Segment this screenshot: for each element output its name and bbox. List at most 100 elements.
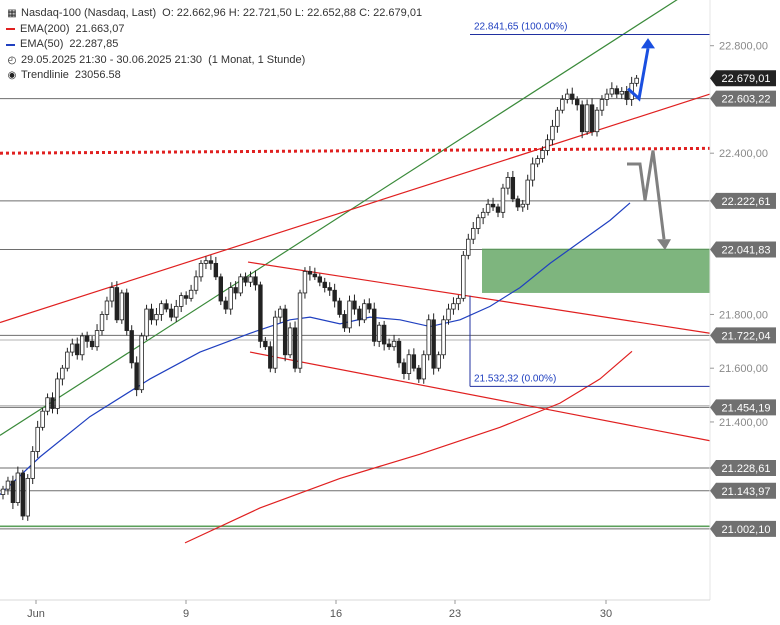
legend-ema50-row: EMA(50) 22.287,85 bbox=[6, 37, 422, 53]
candle-body bbox=[312, 273, 318, 278]
candle-body bbox=[134, 362, 139, 391]
legend-period: (1 Monat, 1 Stunde) bbox=[208, 53, 306, 66]
candle-body bbox=[624, 90, 629, 100]
candle-body bbox=[119, 292, 124, 321]
candle-body bbox=[258, 284, 263, 342]
candle-body bbox=[396, 340, 402, 364]
candle-body bbox=[228, 287, 233, 310]
candle-body bbox=[144, 308, 149, 337]
candle-body bbox=[287, 327, 293, 356]
candle-body bbox=[376, 324, 382, 342]
candle-body bbox=[540, 150, 545, 159]
candle-body bbox=[475, 217, 481, 229]
candle-body bbox=[213, 262, 219, 278]
candle-body bbox=[20, 472, 25, 517]
candle-body bbox=[80, 335, 85, 356]
candle-body bbox=[441, 319, 446, 356]
candle-body bbox=[604, 93, 610, 100]
candle-body bbox=[485, 203, 491, 213]
arrow-down-icon bbox=[627, 150, 666, 240]
candle-body bbox=[550, 125, 555, 141]
current-price-text: 22.679,01 bbox=[722, 73, 771, 85]
candle-body bbox=[223, 300, 228, 310]
horizontal-levels bbox=[0, 98, 710, 530]
y-tick-label: 21.400,00 bbox=[719, 417, 768, 429]
candle-body bbox=[273, 316, 278, 369]
candle-body bbox=[372, 308, 377, 342]
y-tick-label: 22.400,00 bbox=[719, 148, 768, 160]
candle-body bbox=[446, 308, 451, 321]
candle-body bbox=[5, 480, 11, 490]
candle-body bbox=[50, 397, 55, 409]
candle-body bbox=[352, 300, 357, 310]
level-price-tag bbox=[710, 327, 776, 344]
x-tick-label: 23 bbox=[449, 608, 461, 620]
candle-body bbox=[594, 109, 600, 133]
ema50-label: EMA(50) bbox=[20, 38, 64, 50]
candle-body bbox=[480, 211, 486, 219]
fib-0-label: 21.532,32 (0.00%) bbox=[474, 373, 556, 384]
ema200-value: 21.663,07 bbox=[75, 22, 125, 35]
arrow-down-head bbox=[657, 239, 671, 250]
level-price-text: 21.228,61 bbox=[722, 463, 771, 475]
candle-body bbox=[570, 93, 575, 100]
candle-body bbox=[65, 351, 70, 369]
candle-body bbox=[99, 314, 105, 331]
candle-body bbox=[466, 238, 471, 256]
candle-body bbox=[75, 343, 80, 356]
x-tick-label: 9 bbox=[183, 608, 189, 620]
x-tick-label: 30 bbox=[600, 608, 612, 620]
candle-body bbox=[545, 139, 550, 151]
candle-body bbox=[401, 362, 407, 374]
candle-body bbox=[302, 271, 308, 294]
candle-body bbox=[599, 99, 605, 111]
candle-body bbox=[70, 343, 75, 353]
candle-body bbox=[307, 271, 313, 275]
candle-body bbox=[198, 262, 204, 278]
candle-body bbox=[89, 340, 95, 348]
candle-body bbox=[530, 163, 535, 181]
price-labels: 22.679,01 22.603,22 22.222,61 22.041,83 21.7… bbox=[710, 70, 776, 537]
clock-icon: ◴ bbox=[7, 54, 17, 66]
candle-body bbox=[35, 426, 40, 452]
candles bbox=[0, 74, 639, 521]
legend-trend-row: ◉ Trendlinie 23056.58 bbox=[6, 68, 422, 84]
candle-body bbox=[174, 305, 179, 318]
candle-body bbox=[357, 308, 362, 321]
candle-body bbox=[535, 158, 540, 165]
candle-body bbox=[426, 319, 431, 356]
candle-body bbox=[45, 397, 50, 412]
candle-body bbox=[30, 451, 35, 479]
candle-body bbox=[268, 346, 273, 369]
level-price-text: 22.222,61 bbox=[722, 196, 771, 208]
candle-body bbox=[332, 289, 337, 302]
candle-body bbox=[243, 276, 248, 283]
legend-title-row: ▦ Nasdaq-100 (Nasdaq, Last) O: 22.662,96… bbox=[6, 6, 422, 22]
candle-body bbox=[510, 176, 516, 200]
legend-range: 29.05.2025 21:30 - 30.06.2025 21:30 bbox=[21, 53, 203, 66]
candle-body bbox=[292, 327, 298, 369]
candle-body bbox=[139, 335, 144, 391]
candle-body bbox=[436, 354, 441, 369]
candle-body bbox=[203, 260, 209, 264]
candle-body bbox=[322, 281, 327, 288]
candle-body bbox=[114, 287, 120, 321]
level-price-tag bbox=[710, 460, 776, 477]
candle-body bbox=[500, 187, 506, 213]
candle-body bbox=[55, 378, 60, 409]
candle-body bbox=[10, 480, 16, 503]
candle-body bbox=[129, 330, 134, 364]
candle-body bbox=[525, 179, 530, 205]
level-price-text: 21.454,19 bbox=[722, 402, 771, 414]
y-tick-label: 22.800,00 bbox=[719, 41, 768, 53]
level-price-text: 21.722,04 bbox=[722, 330, 771, 342]
trend-value: 23056.58 bbox=[74, 69, 121, 81]
ema50-swatch bbox=[6, 43, 15, 46]
price-axis: 23.200,0023.000,0022.800,0022.400,0021.8… bbox=[710, 41, 768, 429]
trend-label: Trendlinie bbox=[21, 69, 69, 81]
candle-body bbox=[218, 276, 223, 302]
candle-body bbox=[362, 303, 367, 321]
ema200-label: EMA(200) bbox=[20, 22, 70, 35]
candle-body bbox=[178, 295, 184, 307]
